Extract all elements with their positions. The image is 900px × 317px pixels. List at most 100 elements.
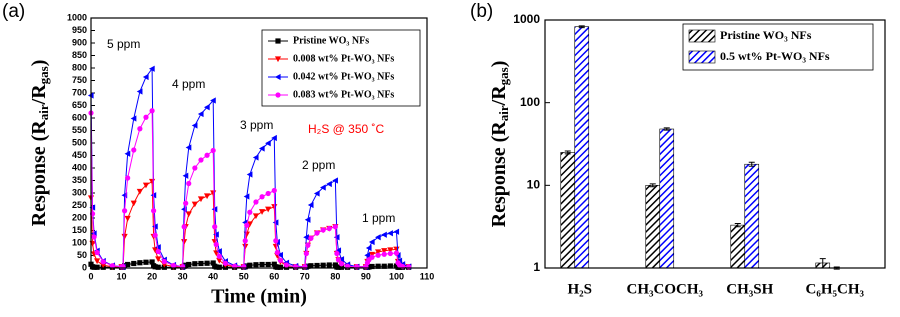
bar [659,128,675,269]
legend-marker [274,73,281,81]
y-tick-label: 1 [533,260,540,274]
data-point [253,199,259,205]
data-point [338,261,345,267]
data-point [203,104,210,111]
data-point [381,251,387,257]
legend-label: 0.5 wt% Pt-WO₃ NFs [720,49,830,63]
data-point [155,248,161,255]
data-point [122,208,128,214]
y-axis-label-part: Response (R [488,121,510,228]
data-point [305,242,311,248]
data-point [155,244,161,251]
data-point [335,247,342,254]
data-point [320,227,326,233]
bar [574,26,590,269]
data-point [393,228,400,235]
data-point [124,150,131,157]
data-point [335,264,342,270]
data-point [131,147,137,153]
data-point [381,263,387,269]
y-tick-label: 950 [72,25,87,35]
data-point [375,263,381,269]
error-bar [734,223,741,228]
data-point [130,115,137,122]
data-point [313,190,320,197]
x-tick-label: 70 [300,271,310,281]
data-point [149,108,155,114]
data-point [210,97,216,104]
data-point [100,262,107,269]
data-point [137,260,143,266]
data-point [246,221,253,228]
data-point [161,258,167,265]
y-tick-label: 0 [82,262,87,272]
data-point [94,264,100,270]
x-tick-label: 60 [269,271,279,281]
data-point [212,224,218,230]
data-point [332,224,338,230]
panel-label: (b) [470,1,493,22]
data-point [149,259,155,265]
data-point [271,187,277,194]
data-point [252,213,260,220]
data-point [91,264,97,270]
data-point [197,110,204,118]
data-point [244,222,250,228]
data-point [369,254,375,260]
data-point [183,262,189,268]
y-axis-label-part: ) [28,60,50,67]
data-point [130,200,137,207]
data-point [155,264,161,270]
y-axis-label-subscript: air [36,104,51,120]
y-tick-label: 150 [72,225,87,235]
y-tick-label: 100 [520,95,540,109]
data-point [303,250,309,257]
data-point [320,184,326,191]
y-tick-label: 600 [72,112,87,122]
data-point [125,175,131,181]
legend-label: 0.083 wt% Pt-WO₃ NFs [293,89,394,100]
x-tick-label: 0 [88,271,93,281]
legend-label: 0.008 wt% Pt-WO₃ NFs [293,53,394,64]
data-point [283,262,290,268]
annotation: 4 ppm [172,77,205,91]
y-tick-label: 400 [72,162,87,172]
data-point [259,194,265,200]
legend-swatch [688,29,716,43]
y-axis-label-subscript: air [496,105,511,121]
y-axis-label-subscript: gas [36,66,51,84]
data-point [222,260,228,266]
series-line [90,109,409,268]
data-point [326,180,332,188]
data-point [197,196,205,203]
y-axis-label-part: /R [488,85,510,107]
data-point [277,251,283,259]
x-tick-label: CH₃COCH₃ [627,281,704,297]
y-axis-label-subscript: gas [496,67,511,85]
data-point [364,252,371,259]
y-axis-label: Response (Rair/Rgas) [28,60,51,227]
data-point [148,178,156,185]
data-point [265,206,272,213]
data-point [338,264,345,270]
data-point [94,249,100,256]
x-tick-label: 40 [208,271,218,281]
y-tick-label: 300 [72,187,87,197]
error-bar [663,127,670,131]
legend-label: 0.042 wt% Pt-WO₃ NFs [293,71,394,82]
y-tick-label: 10 [527,178,541,192]
data-point [393,250,400,256]
x-tick-label: 50 [239,271,249,281]
data-point [136,88,143,95]
data-point [142,73,149,81]
data-point [272,243,279,250]
bar [730,224,746,269]
x-tick-label: 30 [178,271,188,281]
data-point [213,231,219,238]
data-point [305,263,311,269]
data-point [210,260,216,266]
y-tick-label: 900 [72,37,87,47]
data-point [271,134,277,142]
data-point [326,225,332,232]
error-bar [649,183,656,188]
